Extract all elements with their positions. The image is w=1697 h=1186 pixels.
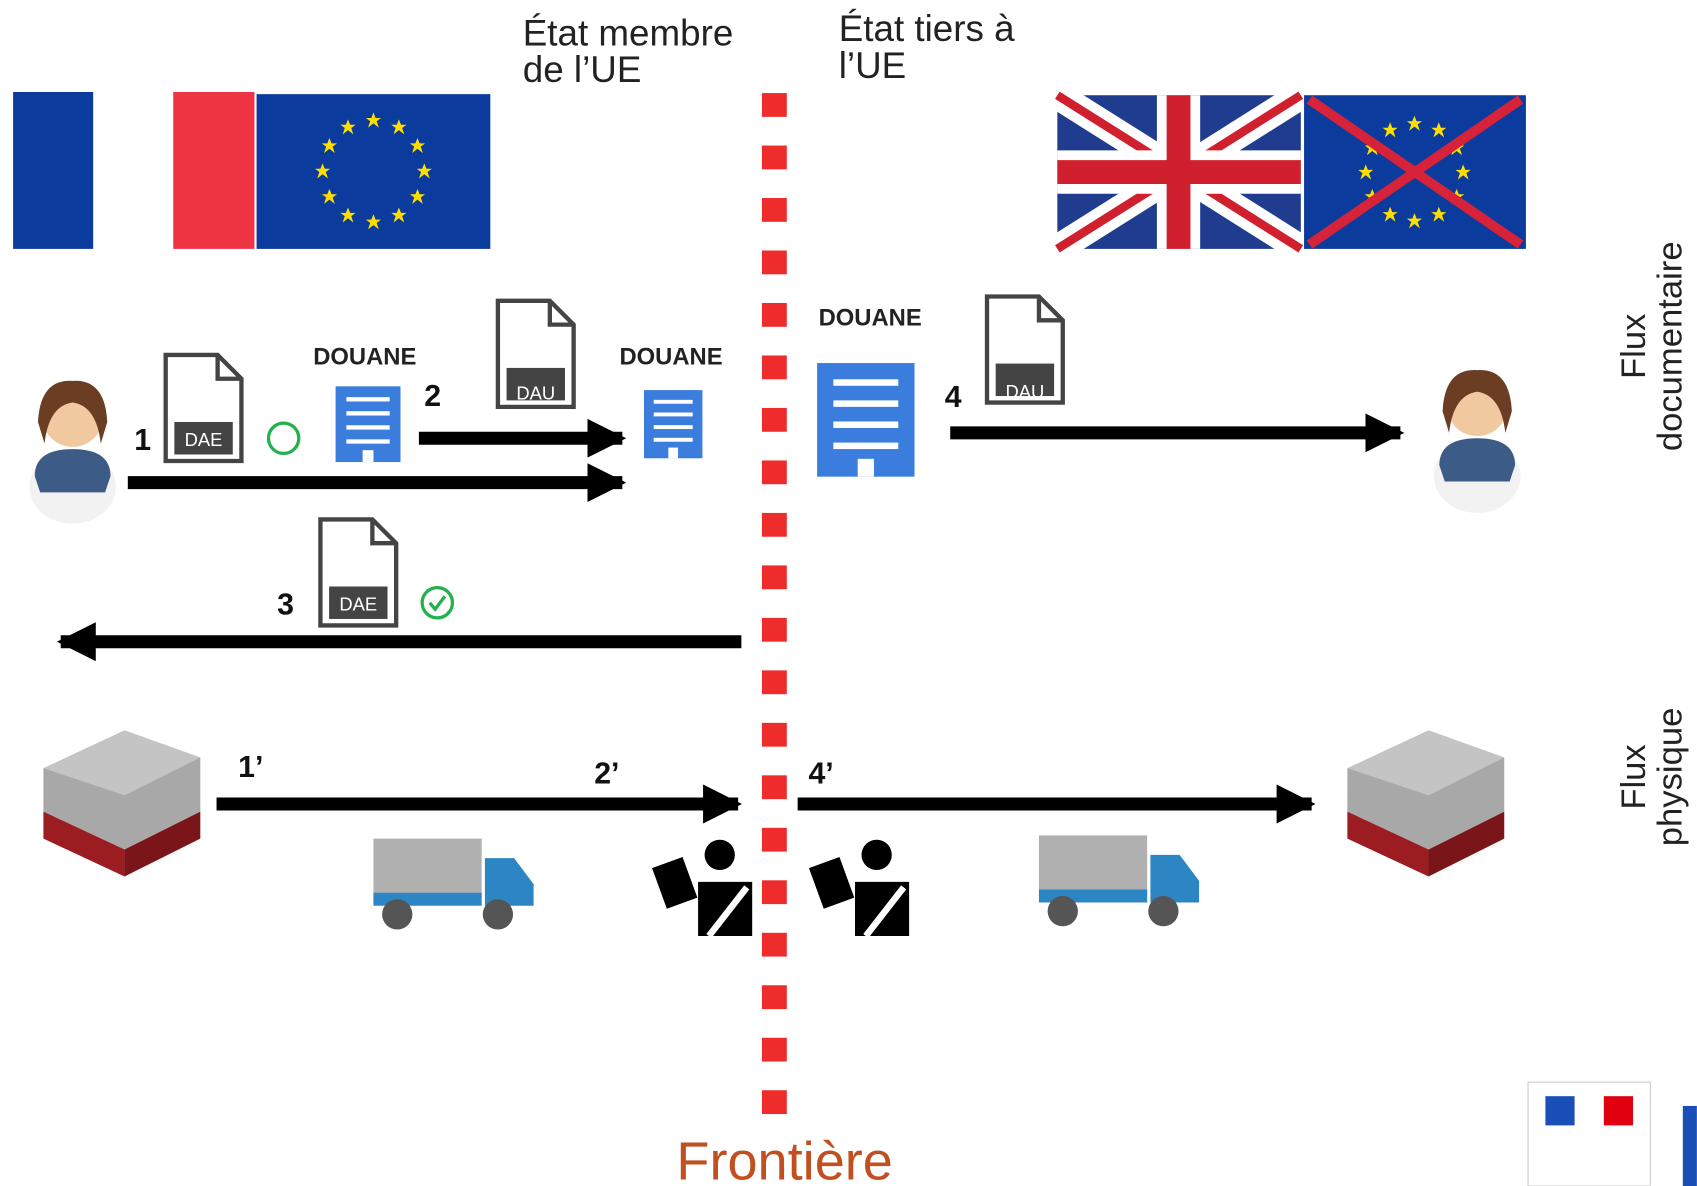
- border-dash: [762, 460, 787, 484]
- border-dash: [762, 303, 787, 327]
- eu-state-line: État membre: [523, 12, 734, 53]
- third-state-line: État tiers à: [839, 8, 1015, 49]
- step-number: 3: [277, 589, 294, 622]
- customs-label: DOUANE: [619, 344, 722, 371]
- customs-officer-icon: [809, 840, 909, 936]
- truck-icon: [1039, 835, 1199, 926]
- border-dash: [762, 251, 787, 275]
- warehouse-icon: [1347, 730, 1504, 876]
- step-number: 4: [945, 381, 962, 414]
- border-dash: [762, 408, 787, 432]
- border-dash: [762, 565, 787, 589]
- validated-icon: [422, 588, 452, 618]
- flow-arrows: [61, 433, 1401, 804]
- document-label: DAU: [516, 382, 555, 403]
- document-label: DAE: [339, 593, 377, 614]
- border-dash: [762, 513, 787, 537]
- eu-flag-crossed: [1304, 95, 1526, 249]
- truck-icon: [373, 839, 533, 930]
- importer-icon: [1434, 370, 1521, 513]
- step-number: 1’: [238, 751, 263, 784]
- border-line: [762, 93, 787, 1114]
- border-dash: [762, 93, 787, 117]
- third-state-line: l’UE: [839, 45, 906, 86]
- side-label: Flux physique: [1615, 708, 1690, 847]
- border-dash: [762, 1090, 787, 1114]
- side-label-line: Flux: [1615, 314, 1653, 379]
- customs-label: DOUANE: [819, 305, 922, 332]
- page: {"header":{"eu_state":["État membre","de…: [0, 0, 1697, 1186]
- border-dash: [762, 828, 787, 852]
- eu-state-line: de l’UE: [523, 49, 642, 90]
- step-number: 4’: [808, 757, 833, 790]
- pending-icon: [268, 423, 298, 453]
- border-dash: [762, 723, 787, 747]
- side-label-line: Flux: [1615, 744, 1653, 809]
- side-label-line: physique: [1652, 708, 1690, 847]
- border-dash: [762, 1038, 787, 1062]
- step-number: 1: [134, 424, 151, 457]
- border-dash: [762, 618, 787, 642]
- step-number: 2’: [594, 757, 619, 790]
- customs-building: [336, 386, 401, 462]
- warehouse-icon: [43, 730, 200, 876]
- border-dash: [762, 198, 787, 222]
- border-dash: [762, 985, 787, 1009]
- diagram: État membre de l’UE État tiers à l’UE Fr…: [0, 0, 1697, 1186]
- logo: [1528, 1082, 1697, 1186]
- border-label: Frontière: [676, 1132, 892, 1186]
- customs-building: [644, 390, 702, 458]
- uk-flag: [1057, 95, 1300, 249]
- exporter-icon: [29, 381, 116, 524]
- document-label: DAU: [1005, 381, 1044, 402]
- step-number: 2: [424, 380, 441, 413]
- france-flag: [13, 92, 254, 249]
- side-label-line: documentaire: [1652, 241, 1690, 451]
- border-dash: [762, 355, 787, 379]
- border-dash: [762, 775, 787, 799]
- border-dash: [762, 880, 787, 904]
- customs-building: [817, 363, 914, 477]
- eu-flag: [257, 94, 491, 249]
- border-dash: [762, 933, 787, 957]
- border-dash: [762, 670, 787, 694]
- customs-label: DOUANE: [313, 344, 416, 371]
- customs-officer-icon: [652, 840, 752, 936]
- side-label: Flux documentaire: [1615, 241, 1690, 451]
- document-label: DAE: [185, 429, 223, 450]
- border-dash: [762, 146, 787, 170]
